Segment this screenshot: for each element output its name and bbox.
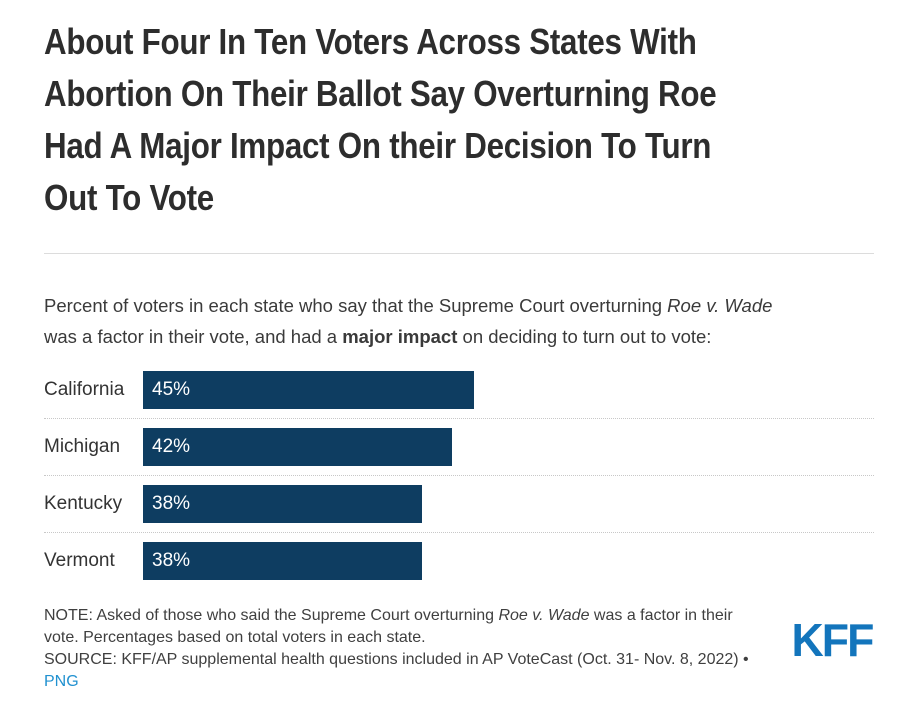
bar: 45% xyxy=(143,371,474,409)
bar-chart: California 45% Michigan 42% Kentucky 38%… xyxy=(44,371,874,580)
chart-title-line: Out To Vote xyxy=(44,177,214,218)
chart-title-line: Had A Major Impact On their Decision To … xyxy=(44,125,712,166)
text-segment: SOURCE: KFF/AP supplemental health quest… xyxy=(44,651,749,668)
chart-title: About Four In Ten Voters Across States W… xyxy=(44,16,874,224)
footer-notes: NOTE: Asked of those who said the Suprem… xyxy=(44,605,749,693)
chart-footer: NOTE: Asked of those who said the Suprem… xyxy=(44,605,874,693)
png-download-link[interactable]: PNG xyxy=(44,673,79,690)
title-divider xyxy=(44,253,874,254)
row-divider xyxy=(44,532,874,533)
bar-row: Michigan 42% xyxy=(44,428,874,466)
chart-subtitle-line: was a factor in their vote, and had a ma… xyxy=(44,321,874,352)
chart-subtitle-line: Percent of voters in each state who say … xyxy=(44,290,874,321)
bar-row: Vermont 38% xyxy=(44,542,874,580)
bar-value-label: 42% xyxy=(152,436,191,457)
text-segment: Roe v. Wade xyxy=(667,295,773,316)
bar-row: Kentucky 38% xyxy=(44,485,874,523)
bar-value-label: 38% xyxy=(152,550,191,571)
text-segment: Roe v. Wade xyxy=(498,607,590,624)
png-link-row: PNG xyxy=(44,671,749,693)
chart-title-line: About Four In Ten Voters Across States W… xyxy=(44,21,697,62)
bar-label: California xyxy=(44,379,125,400)
kff-logo[interactable]: KFF xyxy=(791,614,874,666)
text-segment: vote. Percentages based on total voters … xyxy=(44,629,426,646)
text-segment: NOTE: Asked of those who said the Suprem… xyxy=(44,607,499,624)
text-segment: major impact xyxy=(342,326,458,347)
note-line: vote. Percentages based on total voters … xyxy=(44,627,749,649)
bar-label: Kentucky xyxy=(44,493,123,514)
bar-label: Vermont xyxy=(44,550,115,571)
bar-value-label: 45% xyxy=(152,379,191,400)
note-line: NOTE: Asked of those who said the Suprem… xyxy=(44,605,749,627)
text-segment: Percent of voters in each state who say … xyxy=(44,295,668,316)
bar-value-label: 38% xyxy=(152,493,191,514)
chart-subtitle: Percent of voters in each state who say … xyxy=(44,290,874,352)
text-segment: was a factor in their vote, and had a xyxy=(44,326,343,347)
chart-title-line: Abortion On Their Ballot Say Overturning… xyxy=(44,73,717,114)
bar: 42% xyxy=(143,428,452,466)
bar: 38% xyxy=(143,485,423,523)
bar-label: Michigan xyxy=(44,436,121,457)
text-segment: on deciding to turn out to vote: xyxy=(457,326,712,347)
bar-row: California 45% xyxy=(44,371,874,409)
source-line: SOURCE: KFF/AP supplemental health quest… xyxy=(44,649,749,671)
bar: 38% xyxy=(143,542,423,580)
row-divider xyxy=(44,475,874,476)
text-segment: was a factor in their xyxy=(589,607,733,624)
row-divider xyxy=(44,418,874,419)
